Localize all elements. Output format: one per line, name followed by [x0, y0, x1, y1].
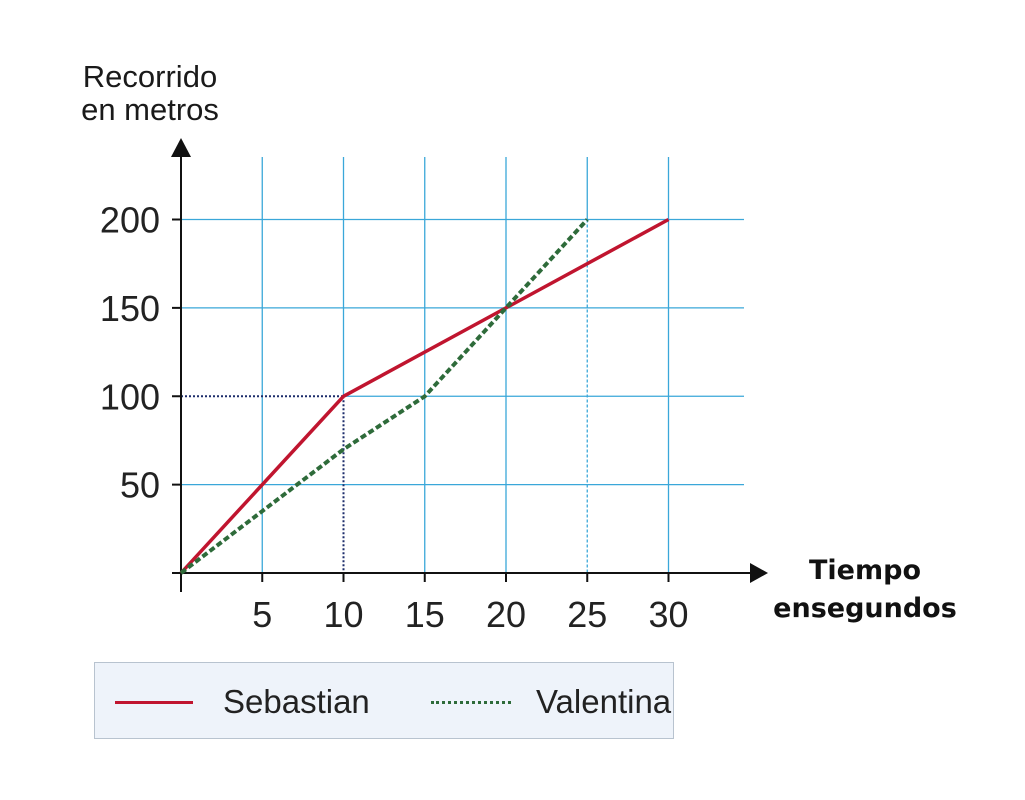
y-axis-title-line2: en metros	[81, 92, 219, 127]
x-axis-arrow	[750, 563, 768, 583]
axes	[171, 138, 768, 592]
x-axis-title: Tiempo ensegundos	[755, 552, 975, 628]
legend: Sebastian Valentina	[94, 662, 674, 739]
y-axis-title-line1: Recorrido	[82, 59, 218, 94]
legend-swatch-sebastian	[115, 701, 193, 704]
tick-labels: 50 100 150 200 5 10 15 20 25 30	[100, 200, 689, 636]
series-lines	[179, 217, 670, 575]
y-axis-arrow	[171, 138, 191, 157]
legend-label-valentina: Valentina	[536, 683, 672, 720]
x-tick-label-20: 20	[486, 594, 526, 635]
x-tick-label-10: 10	[323, 594, 363, 635]
y-tick-label-50: 50	[120, 465, 160, 506]
x-tick-label-15: 15	[405, 594, 445, 635]
series-line-sebastian	[179, 217, 670, 575]
legend-swatch-valentina	[431, 701, 511, 704]
y-tick-label-150: 150	[100, 288, 160, 329]
y-tick-label-200: 200	[100, 200, 160, 241]
x-tick-label-25: 25	[567, 594, 607, 635]
legend-label-sebastian: Sebastian	[223, 683, 370, 720]
x-axis-title-line1: Tiempo	[809, 555, 921, 586]
x-tick-label-5: 5	[252, 594, 272, 635]
x-tick-label-30: 30	[648, 594, 688, 635]
x-axis-title-line2: ensegundos	[773, 593, 957, 624]
grid	[181, 157, 744, 573]
y-tick-label-100: 100	[100, 376, 160, 417]
guide-lines	[181, 219, 588, 573]
y-axis-title: Recorrido en metros	[60, 60, 240, 126]
